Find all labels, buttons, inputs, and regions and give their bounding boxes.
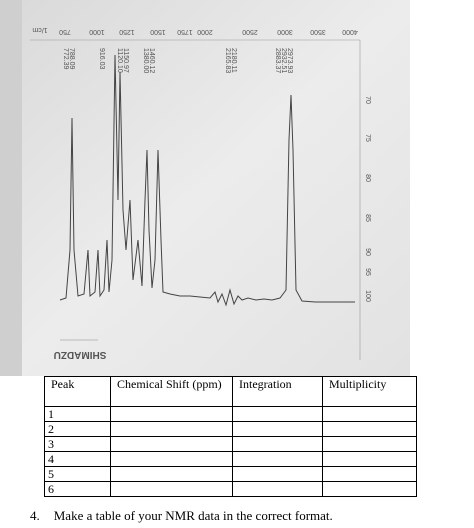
- table-row: 2: [44, 421, 417, 437]
- empty-cell: [232, 406, 323, 422]
- header-row: Peak Chemical Shift (ppm) Integration Multi…: [44, 376, 417, 407]
- x-tick-label: 1000: [89, 28, 105, 35]
- empty-cell: [322, 436, 417, 452]
- y-tick-label: 85: [364, 214, 371, 222]
- x-tick-label: 3000: [277, 28, 293, 35]
- peak-label: 2165.83: [224, 48, 231, 73]
- peak-label: 916.03: [98, 48, 105, 70]
- table-row: 4: [44, 451, 417, 467]
- empty-cell: [110, 421, 233, 437]
- peak-number: 2: [44, 421, 111, 437]
- peak-label: 1120.10: [116, 48, 123, 73]
- data-table: Peak Chemical Shift (ppm) Integration Multi…: [44, 376, 417, 497]
- question: 4. Make a table of your NMR data in the c…: [30, 508, 333, 524]
- table-row: 5: [44, 466, 417, 482]
- peak-label: 2883.37: [274, 48, 281, 73]
- column-header: Chemical Shift (ppm): [110, 376, 233, 407]
- peak-label: 2973.93: [286, 48, 293, 73]
- empty-cell: [232, 481, 323, 497]
- empty-cell: [232, 421, 323, 437]
- empty-cell: [322, 406, 417, 422]
- peak-number: 3: [44, 436, 111, 452]
- x-tick-label: 750: [59, 28, 71, 35]
- peak-label: 1380.00: [142, 48, 149, 73]
- question-number: 4.: [30, 508, 40, 523]
- table-row: 1: [44, 406, 417, 422]
- peak-label: 788.09: [68, 48, 75, 70]
- peak-number: 1: [44, 406, 111, 422]
- y-tick-label: 70: [364, 96, 371, 104]
- empty-cell: [232, 466, 323, 482]
- unit-label: 1/cm: [32, 26, 47, 33]
- empty-cell: [110, 481, 233, 497]
- empty-cell: [322, 466, 417, 482]
- question-text: Make a table of your NMR data in the cor…: [53, 508, 333, 523]
- peak-label: 2932.51: [280, 48, 287, 73]
- peak-label: 1150.97: [122, 48, 129, 73]
- peak-number: 6: [44, 481, 111, 497]
- y-tick-label: 80: [364, 174, 371, 182]
- peak-number: 4: [44, 451, 111, 467]
- column-header: Integration: [232, 376, 323, 407]
- table-row: 6: [44, 481, 417, 497]
- y-tick-label: 90: [364, 248, 371, 256]
- x-tick-label: 4000: [342, 28, 358, 35]
- table-row: 3: [44, 436, 417, 452]
- peak-number: 5: [44, 466, 111, 482]
- empty-cell: [232, 436, 323, 452]
- paper: [0, 0, 410, 376]
- x-tick-label: 3500: [310, 28, 326, 35]
- y-tick-label: 95: [364, 268, 371, 276]
- empty-cell: [110, 466, 233, 482]
- column-header: Multiplicity: [322, 376, 417, 407]
- peak-label: 2180.11: [230, 48, 237, 73]
- y-tick-label: 100: [364, 290, 371, 302]
- spectrum-trace: [59, 54, 355, 307]
- x-tick-label: 1750: [177, 28, 193, 35]
- peak-label: 772.39: [62, 48, 69, 70]
- x-tick-label: 2000: [197, 28, 213, 35]
- peak-label: 1460.12: [148, 48, 155, 73]
- empty-cell: [322, 481, 417, 497]
- x-tick-label: 1250: [119, 28, 135, 35]
- spectrum-photo: 4000 3500 3000 2500 2000 1750 1500 1250 1000 750 7…: [0, 0, 410, 376]
- y-tick-label: 75: [364, 134, 371, 142]
- empty-cell: [322, 421, 417, 437]
- x-tick-label: 2500: [242, 28, 258, 35]
- paper-edge: [0, 0, 22, 376]
- empty-cell: [110, 451, 233, 467]
- empty-cell: [110, 436, 233, 452]
- empty-cell: [322, 451, 417, 467]
- brand-label: SHIMADZU: [54, 349, 107, 360]
- column-header: Peak: [44, 376, 111, 407]
- empty-cell: [110, 406, 233, 422]
- x-tick-label: 1500: [150, 28, 166, 35]
- empty-cell: [232, 451, 323, 467]
